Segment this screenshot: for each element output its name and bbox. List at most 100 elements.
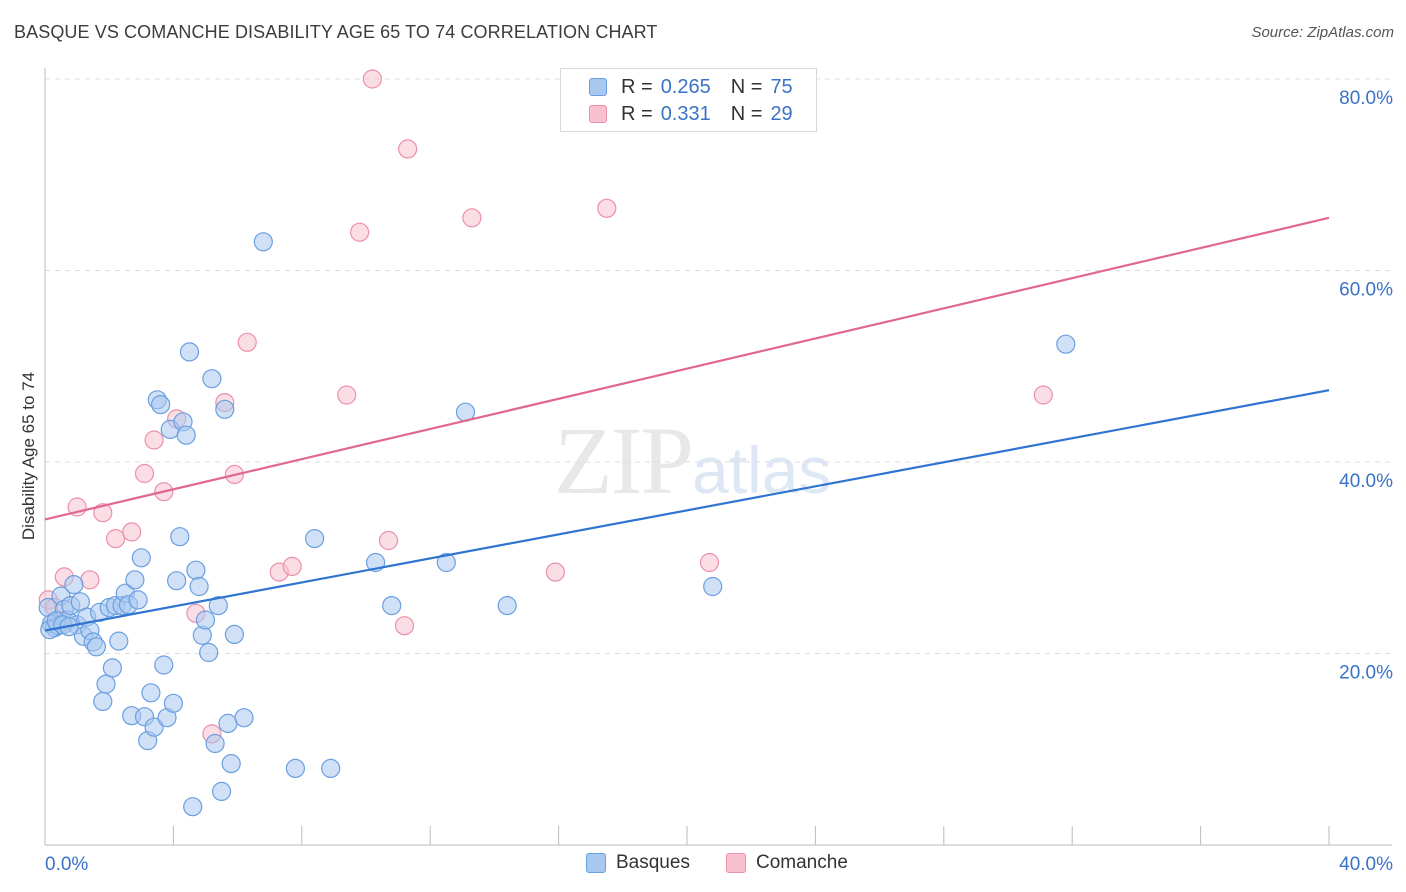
basques-points: [38, 232, 1076, 817]
basques-point: [253, 232, 273, 252]
comanche-point: [80, 570, 100, 590]
comanche-point: [350, 222, 370, 242]
basques-point: [215, 399, 235, 419]
legend-r-value: 0.331: [660, 102, 711, 125]
comanche-trend-line: [44, 216, 1330, 521]
watermark-atlas: atlas: [692, 433, 832, 507]
watermark: ZIPatlas: [554, 405, 831, 516]
basques-point: [436, 552, 456, 573]
y-tick-label: 40.0%: [1339, 471, 1393, 492]
comanche-point: [362, 69, 382, 89]
basques-point: [305, 528, 325, 549]
x-tick-label: 0.0%: [45, 854, 88, 875]
legend-row-basques: R = 0.265 N = 75: [589, 75, 793, 99]
basques-point: [189, 576, 209, 597]
legend-row-comanche: R = 0.331 N = 29: [589, 102, 793, 126]
basques-point: [703, 576, 723, 597]
legend-n-label: N =: [730, 102, 763, 125]
watermark-zip: ZIP: [554, 407, 694, 514]
basques-point: [208, 595, 228, 616]
basques-point: [163, 693, 183, 713]
comanche-points: [38, 69, 1053, 744]
comanche-point: [1033, 385, 1053, 405]
y-tick-label: 80.0%: [1339, 88, 1393, 109]
basques-point: [131, 548, 151, 568]
basques-point: [167, 571, 187, 591]
bottom-legend-basques[interactable]: Basques: [586, 852, 690, 874]
basques-point: [195, 610, 216, 630]
comanche-point: [398, 139, 418, 159]
bottom-legend-swatch-basques: [586, 853, 606, 873]
trend-lines: [44, 216, 1330, 632]
basques-point: [154, 655, 174, 675]
comanche-point: [237, 332, 257, 352]
basques-point: [221, 753, 241, 774]
basques-point: [382, 595, 402, 616]
basques-point: [128, 590, 148, 610]
basques-point: [64, 574, 84, 595]
comanche-point: [134, 463, 155, 484]
comanche-point: [545, 562, 566, 582]
legend-r-label: R =: [621, 75, 653, 98]
legend-n-label: N =: [730, 75, 763, 98]
basques-point: [186, 560, 206, 580]
comanche-point: [122, 522, 142, 542]
comanche-point: [394, 616, 415, 636]
comanche-point: [93, 503, 113, 523]
comanche-point: [144, 430, 164, 450]
basques-point: [285, 758, 305, 779]
basques-point: [1056, 334, 1076, 354]
comanche-point: [378, 530, 399, 551]
legend-swatch-basques: [589, 78, 607, 96]
y-tick-label: 60.0%: [1339, 280, 1393, 301]
comanche-point: [337, 385, 357, 405]
comanche-point: [105, 528, 126, 549]
basques-point: [109, 631, 129, 651]
basques-point: [144, 717, 164, 737]
bottom-legend: Basques Comanche: [0, 852, 1406, 876]
basques-point: [497, 595, 517, 616]
x-tick-label: 40.0%: [1339, 854, 1393, 875]
comanche-point: [597, 198, 617, 218]
basques-point: [93, 691, 113, 712]
basques-point: [179, 342, 200, 362]
basques-point: [86, 637, 107, 657]
axis-labels: 20.0% 40.0% 60.0% 80.0% 0.0% 40.0% Disability …: [19, 88, 1393, 875]
axes: [44, 68, 1392, 846]
basques-point: [199, 642, 219, 663]
legend-box: R = 0.265 N = 75 R = 0.331 N = 29: [560, 68, 817, 132]
bottom-legend-label-comanche: Comanche: [756, 852, 848, 873]
legend-n-value: 29: [770, 102, 793, 125]
basques-point: [234, 708, 254, 728]
basques-point: [176, 425, 196, 445]
basques-point: [183, 797, 203, 817]
basques-point: [224, 624, 244, 645]
bottom-legend-label-basques: Basques: [616, 852, 690, 873]
basques-point: [212, 781, 232, 802]
basques-point: [218, 713, 238, 734]
y-axis-label: Disability Age 65 to 74: [19, 372, 38, 540]
legend-n-value: 75: [770, 75, 793, 98]
basques-point: [151, 395, 171, 415]
chart-source: Source: ZipAtlas.com: [1251, 24, 1394, 41]
legend-r-label: R =: [621, 102, 653, 125]
grid: [45, 78, 1392, 654]
basques-point: [170, 527, 190, 547]
basques-point: [321, 758, 341, 779]
basques-point: [141, 683, 161, 703]
bottom-legend-comanche[interactable]: Comanche: [726, 852, 848, 874]
basques-point: [202, 369, 222, 389]
comanche-point: [462, 208, 482, 228]
comanche-point: [699, 552, 720, 573]
basques-point: [205, 733, 225, 754]
basques-trend-line: [44, 389, 1330, 632]
basques-point: [96, 674, 116, 694]
legend-r-value: 0.265: [660, 75, 711, 98]
bottom-legend-swatch-comanche: [726, 853, 746, 873]
comanche-point: [282, 556, 302, 577]
basques-point: [102, 658, 123, 678]
legend-swatch-comanche: [589, 105, 607, 123]
basques-point: [125, 570, 145, 590]
y-tick-label: 20.0%: [1339, 663, 1393, 684]
